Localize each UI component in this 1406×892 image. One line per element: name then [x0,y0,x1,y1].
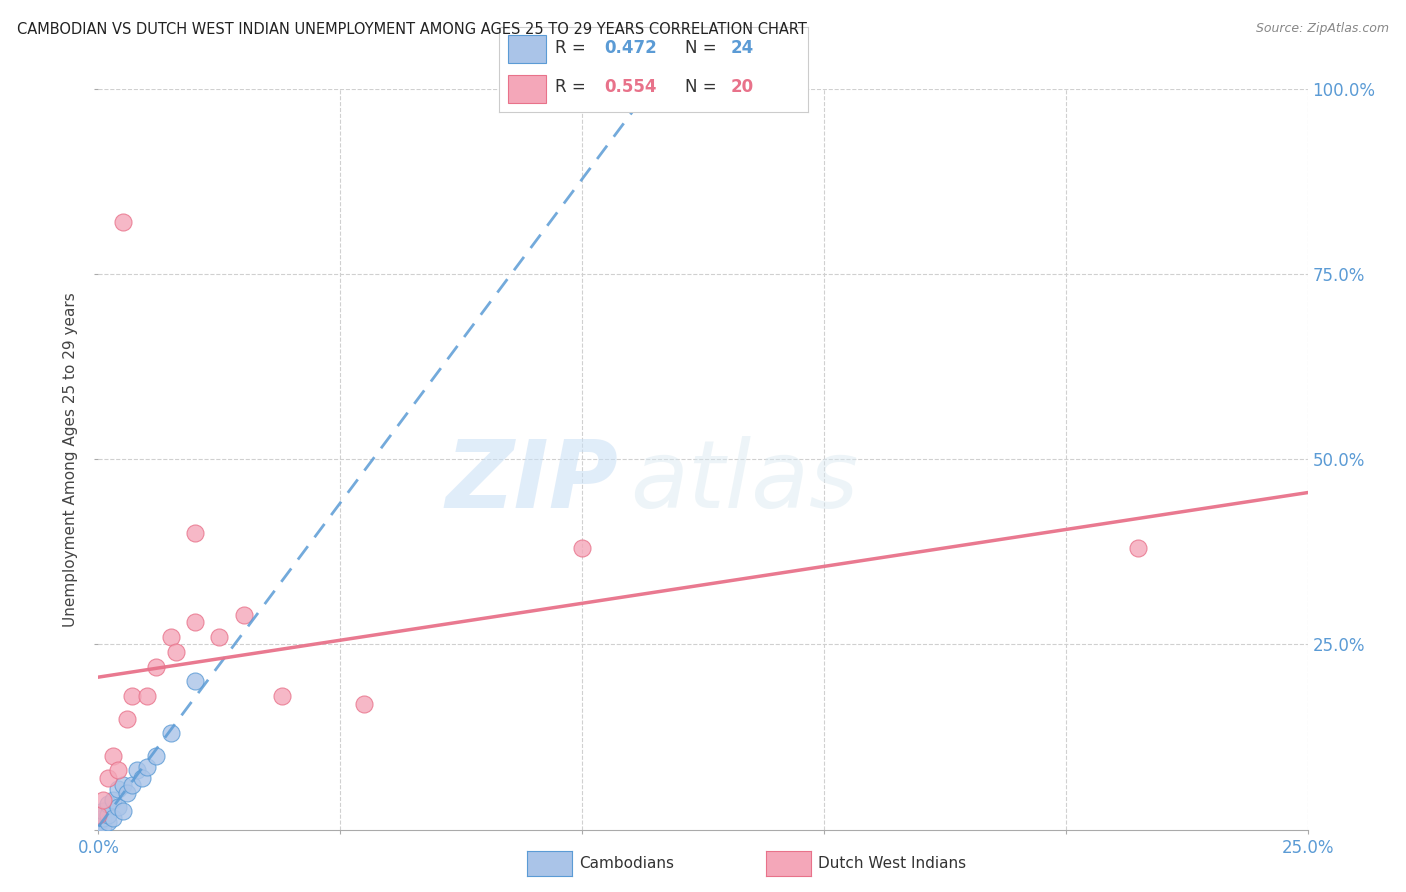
Point [145,748,167,763]
Point [101,812,124,826]
Point [121,778,143,792]
Point [160,630,183,644]
Point [117,712,139,726]
Text: 24: 24 [731,39,755,57]
Point [184,615,207,630]
Point [184,674,207,689]
Text: atlas: atlas [630,436,859,527]
Point [97,771,120,785]
Point [353,697,375,711]
Point [111,215,134,229]
Text: Dutch West Indians: Dutch West Indians [818,856,966,871]
Point [87,807,110,822]
Point [232,607,254,622]
Point [91,793,114,807]
Point [101,748,124,763]
Point [97,797,120,811]
Point [571,541,593,556]
Point [111,778,134,792]
Point [127,764,149,778]
Point [91,804,114,818]
Point [111,804,134,818]
Text: ZIP: ZIP [446,435,619,527]
Point [87,822,110,837]
FancyBboxPatch shape [509,75,546,103]
Text: N =: N = [685,39,721,57]
Point [107,781,129,796]
Point [121,690,143,704]
Text: Cambodians: Cambodians [579,856,675,871]
Point [117,786,139,800]
Point [271,690,294,704]
Text: R =: R = [555,78,591,96]
Point [91,819,114,833]
Point [184,526,207,541]
FancyBboxPatch shape [509,36,546,63]
Text: N =: N = [685,78,721,96]
Point [145,659,167,673]
Point [87,815,110,830]
Point [1128,541,1150,556]
Text: 0.472: 0.472 [605,39,657,57]
Point [135,690,157,704]
Text: R =: R = [555,39,591,57]
Point [101,793,124,807]
Text: Source: ZipAtlas.com: Source: ZipAtlas.com [1256,22,1389,36]
Point [107,764,129,778]
Point [131,771,153,785]
Point [208,630,231,644]
Point [87,819,110,833]
Y-axis label: Unemployment Among Ages 25 to 29 years: Unemployment Among Ages 25 to 29 years [63,292,79,627]
Text: 0.554: 0.554 [605,78,657,96]
Point [135,759,157,773]
Point [160,726,183,740]
Point [87,807,110,822]
Text: 20: 20 [731,78,754,96]
Point [165,645,187,659]
Point [97,807,120,822]
Text: CAMBODIAN VS DUTCH WEST INDIAN UNEMPLOYMENT AMONG AGES 25 TO 29 YEARS CORRELATIO: CAMBODIAN VS DUTCH WEST INDIAN UNEMPLOYM… [17,22,807,37]
Point [91,812,114,826]
Point [107,800,129,814]
Point [97,815,120,830]
